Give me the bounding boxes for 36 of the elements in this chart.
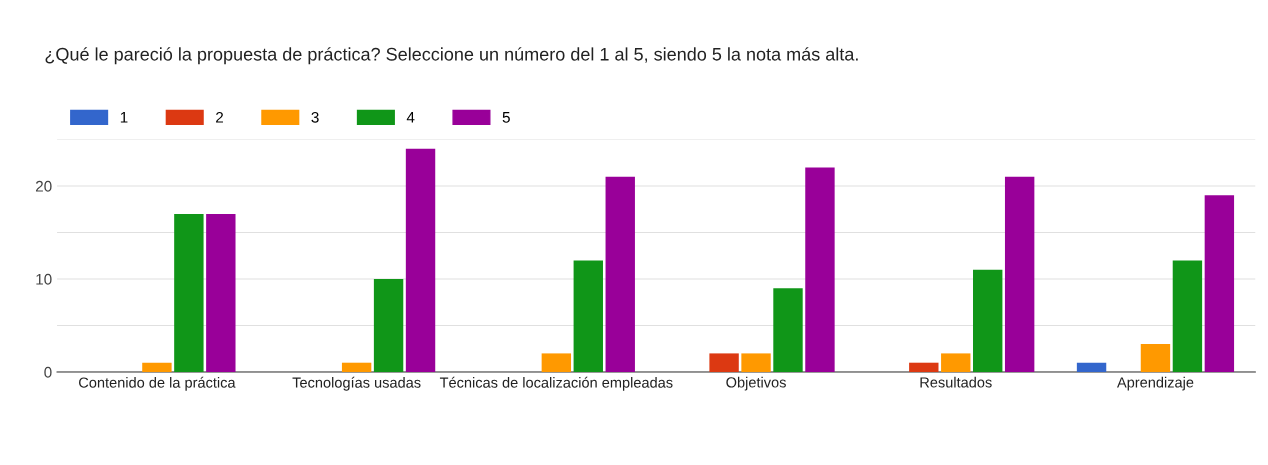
- x-tick-label: Tecnologías usadas: [292, 376, 421, 391]
- bar: [142, 362, 172, 372]
- legend-label: 5: [502, 112, 510, 123]
- bar: [341, 362, 372, 372]
- bar: [1204, 195, 1235, 372]
- bar: [1172, 260, 1203, 372]
- x-tick-label: Técnicas de localización empleadas: [439, 376, 673, 391]
- legend-label: 1: [120, 112, 128, 123]
- bar: [174, 213, 204, 372]
- legend-label: 3: [311, 111, 319, 123]
- bar: [973, 269, 1003, 372]
- bar: [909, 362, 939, 372]
- bar: [1004, 176, 1035, 372]
- legend-label: 4: [406, 112, 415, 123]
- x-tick-label: Contenido de la práctica: [79, 376, 236, 391]
- bar: [709, 353, 739, 372]
- x-tick-label: Aprendizaje: [1116, 376, 1194, 391]
- bar: [1076, 362, 1107, 372]
- bar: [605, 176, 635, 372]
- bar: [405, 148, 436, 372]
- bar: [773, 288, 803, 372]
- bar: [373, 279, 404, 372]
- y-tick-label: 10: [36, 273, 52, 285]
- bar: [805, 167, 835, 372]
- bar: [1140, 344, 1171, 372]
- chart-title: ¿Qué le pareció la propuesta de práctica? Seleccione un número del 1 al 5, siendo 5 la nota más alta.: [45, 47, 858, 65]
- bar: [941, 353, 971, 372]
- legend-label: 2: [216, 111, 224, 123]
- y-tick-label: 20: [35, 180, 52, 192]
- x-tick-label: Objetivos: [726, 376, 786, 391]
- bar: [741, 353, 771, 372]
- bar: [541, 353, 572, 372]
- y-tick-label: 0: [44, 366, 52, 378]
- bar: [573, 260, 603, 372]
- bar: [206, 213, 236, 372]
- x-tick-label: Resultados: [920, 376, 992, 388]
